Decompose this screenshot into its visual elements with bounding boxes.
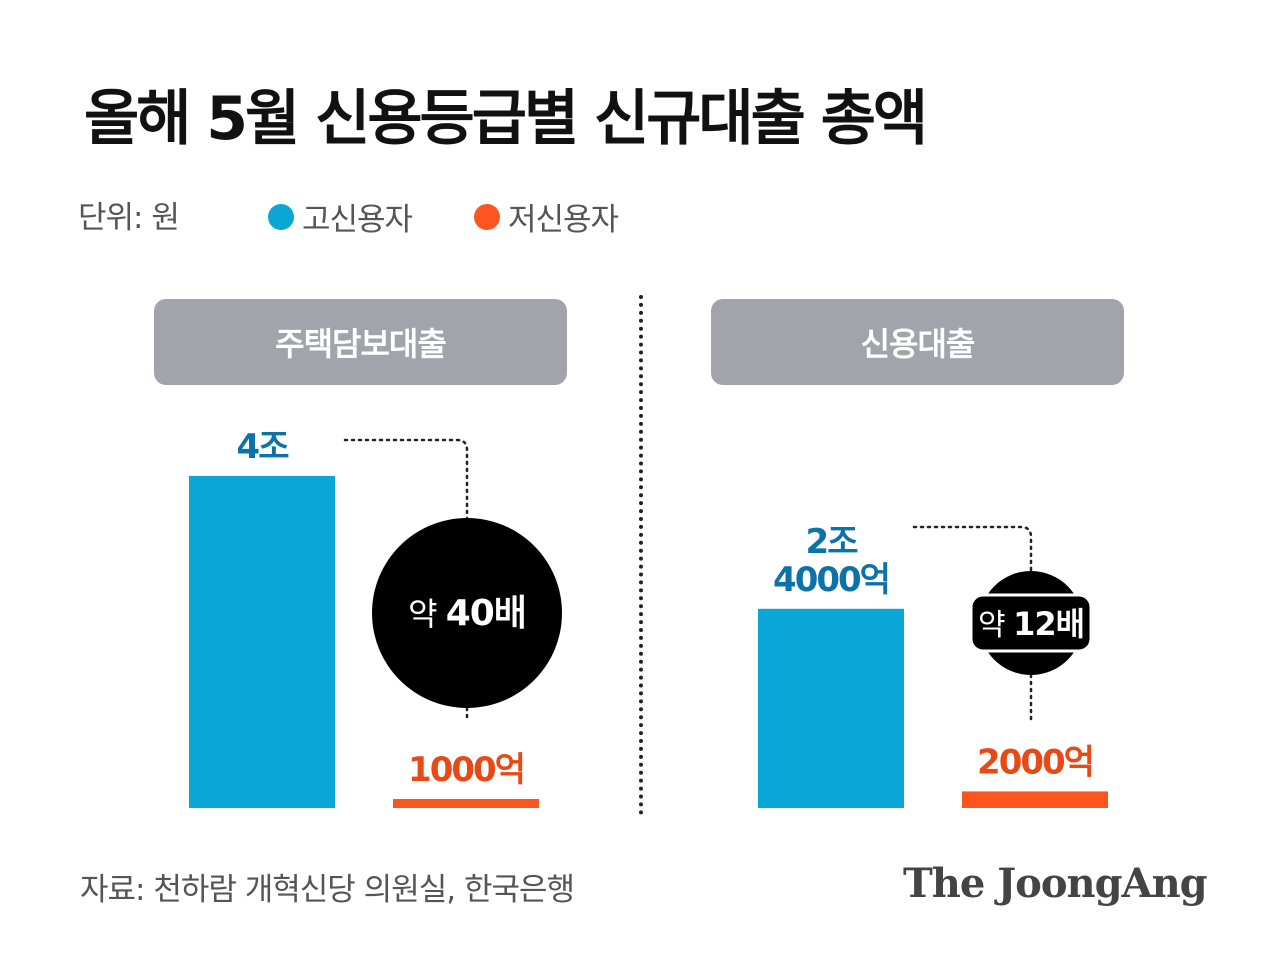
- connector-line: [343, 438, 469, 520]
- data-label: 2조: [806, 522, 859, 562]
- panel-header-credit-loan: 신용대출: [711, 299, 1124, 385]
- publisher-logo: The JoongAng: [903, 860, 1208, 907]
- legend-marker-low-credit: [474, 203, 500, 230]
- bar-mortgage-high: [189, 476, 335, 808]
- data-label: 1000억: [408, 750, 524, 790]
- legend-marker-high-credit: [268, 203, 294, 230]
- panel-header-mortgage: 주택담보대출: [154, 299, 567, 385]
- data-label: 4000억: [773, 560, 889, 600]
- connector-line: [912, 525, 1033, 573]
- ratio-pill: [969, 593, 1093, 653]
- ratio-label: 약 40배: [408, 593, 526, 634]
- data-label: 4조: [237, 427, 290, 467]
- legend-label-low-credit: 저신용자: [508, 202, 619, 238]
- source-note: 자료: 천하람 개혁신당 의원실, 한국은행: [80, 872, 575, 908]
- ratio-label: 약 12배: [978, 605, 1084, 643]
- legend-item-low-credit: 저신용자: [474, 194, 619, 239]
- bar-mortgage-low: [393, 799, 539, 808]
- page-title: 올해 5월 신용등급별 신규대출 총액: [84, 84, 928, 154]
- bar-credit-high: [758, 608, 904, 808]
- bar-credit-low: [962, 791, 1108, 808]
- panel-divider: [639, 295, 643, 815]
- unit-label: 단위: 원: [78, 200, 180, 236]
- legend-label-high-credit: 고신용자: [302, 202, 413, 238]
- data-label: 2000억: [977, 742, 1093, 782]
- legend-item-high-credit: 고신용자: [268, 194, 413, 239]
- ratio-circle: [372, 518, 562, 708]
